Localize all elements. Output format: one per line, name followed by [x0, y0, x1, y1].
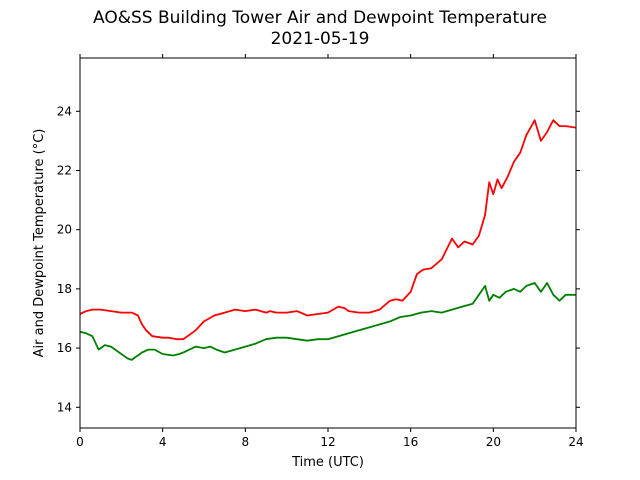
y-tick-label: 18 [57, 282, 72, 296]
series-line-1 [79, 119, 577, 341]
x-axis-label: Time (UTC) [291, 455, 364, 470]
y-tick-label: 20 [57, 223, 72, 237]
plot-frame [79, 57, 577, 429]
y-tick-label: 16 [57, 341, 72, 355]
axes-layer: 0 4 8 12 16 20 24 14 16 18 20 22 24 [57, 54, 584, 449]
x-tick-label: 12 [320, 435, 335, 449]
x-tick-label: 8 [242, 435, 250, 449]
y-tick-label: 14 [57, 400, 72, 414]
x-tick-label: 4 [159, 435, 167, 449]
chart-title: AO&SS Building Tower Air and Dewpoint Te… [92, 8, 547, 28]
chart-subtitle: 2021-05-19 [270, 29, 370, 49]
x-tick-label: 16 [403, 435, 418, 449]
y-tick-label: 22 [57, 163, 72, 177]
series-layer [79, 119, 577, 361]
y-axis-label: Air and Dewpoint Temperature (°C) [32, 129, 47, 358]
x-tick-label: 24 [568, 435, 583, 449]
x-tick-label: 0 [76, 435, 84, 449]
series-line-2 [79, 282, 576, 361]
y-tick-label: 24 [57, 104, 72, 118]
x-tick-label: 20 [486, 435, 501, 449]
